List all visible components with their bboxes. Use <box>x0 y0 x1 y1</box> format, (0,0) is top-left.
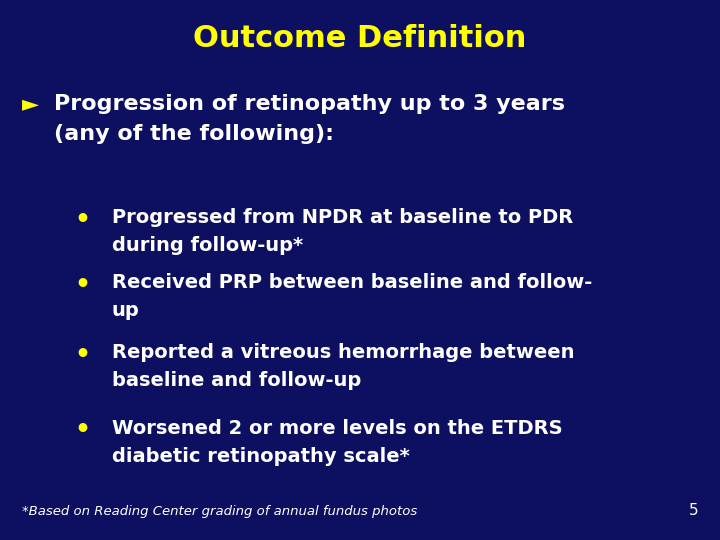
Text: Progressed from NPDR at baseline to PDR: Progressed from NPDR at baseline to PDR <box>112 208 573 227</box>
Text: 5: 5 <box>689 503 698 518</box>
Text: (any of the following):: (any of the following): <box>54 124 334 144</box>
Text: Received PRP between baseline and follow-: Received PRP between baseline and follow… <box>112 273 592 292</box>
Text: Worsened 2 or more levels on the ETDRS: Worsened 2 or more levels on the ETDRS <box>112 418 562 437</box>
Text: *Based on Reading Center grading of annual fundus photos: *Based on Reading Center grading of annu… <box>22 505 417 518</box>
Text: •: • <box>75 418 91 442</box>
Text: •: • <box>75 208 91 232</box>
Text: •: • <box>75 273 91 296</box>
Text: Progression of retinopathy up to 3 years: Progression of retinopathy up to 3 years <box>54 94 565 114</box>
Text: •: • <box>75 343 91 367</box>
Text: ►: ► <box>22 94 39 114</box>
Text: up: up <box>112 301 140 320</box>
Text: Outcome Definition: Outcome Definition <box>193 24 527 53</box>
Text: Reported a vitreous hemorrhage between: Reported a vitreous hemorrhage between <box>112 343 574 362</box>
Text: diabetic retinopathy scale*: diabetic retinopathy scale* <box>112 447 410 465</box>
Text: baseline and follow-up: baseline and follow-up <box>112 371 361 390</box>
Text: during follow-up*: during follow-up* <box>112 236 302 255</box>
